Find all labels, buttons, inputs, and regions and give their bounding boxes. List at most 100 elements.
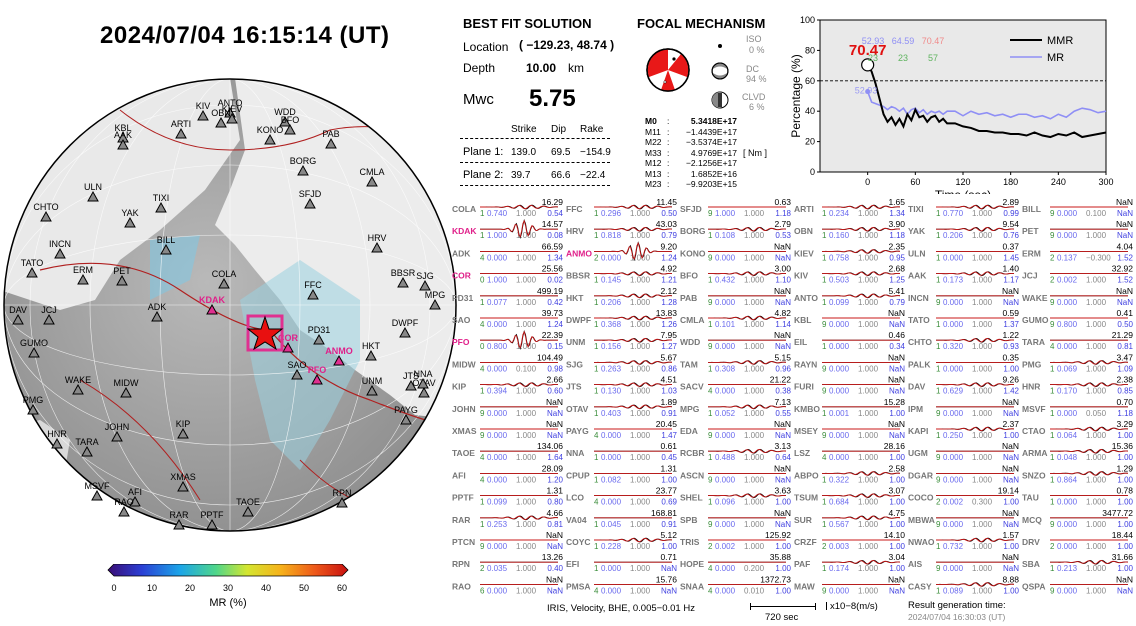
synthetic-waveform <box>935 204 1015 210</box>
trace-station-name: EFI <box>566 559 579 569</box>
trace-param-b: 0.000 <box>943 320 964 329</box>
station-label: PMG <box>23 395 44 405</box>
station-trace: SPB NaN 9 0.000 1.000 NaN <box>680 508 791 529</box>
trace-param-c: 1.000 <box>630 586 651 595</box>
trace-station-name: COYC <box>566 537 591 547</box>
trace-param-d: 0.45 <box>661 453 677 462</box>
trace-mr-value: 11.45 <box>656 197 677 207</box>
synthetic-waveform <box>479 515 559 520</box>
trace-param-c: 1.000 <box>972 320 993 329</box>
trace-param-a: 0 <box>480 342 485 351</box>
station-marker-icon <box>129 495 141 507</box>
trace-param-b: 0.000 <box>487 409 508 418</box>
trace-param-c: 1.000 <box>1086 298 1107 307</box>
station-label: DAV <box>9 305 27 315</box>
trace-mr-value: 0.35 <box>1002 352 1019 362</box>
trace-param-c: 1.000 <box>516 320 537 329</box>
trace-station-name: BBSR <box>566 271 590 281</box>
trace-param-d: NaN <box>889 387 905 396</box>
station-trace: TRIS 125.92 2 0.002 1.000 1.00 <box>680 530 792 551</box>
trace-param-c: 1.000 <box>972 342 993 351</box>
map-station: CHTO <box>33 202 59 222</box>
trace-param-a: 1 <box>1050 431 1055 440</box>
y-tick-label: 80 <box>805 45 815 55</box>
trace-param-d: 1.24 <box>547 320 563 329</box>
stats-bottom: 23 <box>898 53 908 63</box>
trace-param-c: 1.000 <box>744 276 765 285</box>
map-station: INCN <box>49 239 71 259</box>
tensor-key: M12 <box>645 158 662 168</box>
trace-param-c: 1.000 <box>972 453 993 462</box>
trace-mr-value: 7.95 <box>660 330 677 340</box>
synthetic-waveform <box>935 582 1015 587</box>
map-station: AAK <box>114 130 132 150</box>
trace-param-c: 1.000 <box>516 542 537 551</box>
tensor-sep: : <box>667 137 670 147</box>
trace-param-b: 0.800 <box>487 342 508 351</box>
trace-param-d: 1.00 <box>1003 586 1019 595</box>
trace-station-name: TAM <box>680 359 698 369</box>
trace-param-d: 0.08 <box>547 231 563 240</box>
map-station: NNA <box>413 369 433 389</box>
trace-mr-value: 1.57 <box>1002 530 1019 540</box>
trace-param-a: 1 <box>1050 564 1055 573</box>
trace-param-a: 9 <box>480 409 485 418</box>
station-marker-icon <box>120 386 132 398</box>
trace-station-name: KDAK <box>452 226 477 236</box>
trace-station-name: KAPI <box>908 426 928 436</box>
trace-mr-value: NaN <box>774 508 791 518</box>
trace-station-name: OTAV <box>566 404 589 414</box>
trace-param-c: 1.000 <box>516 276 537 285</box>
trace-station-name: PFO <box>452 337 470 347</box>
trace-param-b: 0.000 <box>715 342 736 351</box>
map-station: SAO <box>287 360 307 380</box>
station-marker-icon <box>215 116 227 128</box>
trace-param-d: 0.85 <box>1117 387 1133 396</box>
trace-param-c: 1.000 <box>744 364 765 373</box>
col-strike: Strike <box>511 124 537 135</box>
trace-param-d: NaN <box>1117 298 1133 307</box>
trace-param-a: 9 <box>1050 520 1055 529</box>
synthetic-waveform <box>935 338 1015 343</box>
trace-param-a: 4 <box>708 586 713 595</box>
trace-param-c: 1.000 <box>858 475 879 484</box>
station-marker-icon <box>12 313 24 325</box>
trace-param-d: NaN <box>889 586 905 595</box>
moment-tensor-table: M0: 5.3418E+17 M11: −1.4439E+17 M22: −3.5374E… <box>645 116 737 190</box>
station-trace: RCBR 3.13 1 0.488 1.000 0.64 <box>680 441 792 462</box>
station-label: JOHN <box>105 422 130 432</box>
trace-param-a: 4 <box>480 320 485 329</box>
trace-param-c: 1.000 <box>858 364 879 373</box>
station-label: GUMO <box>20 338 48 348</box>
trace-param-d: 1.42 <box>1003 387 1019 396</box>
station-trace: ABPO 2.58 1 0.322 1.000 1.00 <box>794 463 906 484</box>
trace-param-d: 0.40 <box>547 564 563 573</box>
trace-mr-value: NaN <box>888 375 905 385</box>
trace-mr-value: 35.88 <box>770 552 792 562</box>
station-trace: INCN NaN 9 0.000 1.000 NaN <box>908 286 1019 307</box>
tensor-row: M33: 4.9769E+17 <box>645 148 737 159</box>
trace-param-b: 0.567 <box>829 520 850 529</box>
trace-station-name: MIDW <box>452 359 477 369</box>
trace-param-a: 2 <box>1050 276 1055 285</box>
x-axis-label: Time (sec) <box>935 188 991 194</box>
trace-param-b: 0.173 <box>943 276 964 285</box>
trace-param-c: 1.000 <box>744 320 765 329</box>
station-label: NNA <box>413 369 432 379</box>
trace-mr-value: 3.63 <box>774 486 791 496</box>
station-marker-icon <box>173 518 185 530</box>
trace-param-b: 0.368 <box>601 320 622 329</box>
trace-param-c: 1.000 <box>630 409 651 418</box>
station-trace: PPTF 1.31 1 0.099 1.000 0.80 <box>452 486 564 507</box>
synthetic-waveform <box>935 271 1015 276</box>
trace-param-b: 0.296 <box>601 209 622 218</box>
station-marker-icon <box>43 313 55 325</box>
trace-param-a: 1 <box>1050 364 1055 373</box>
trace-param-c: 1.000 <box>1086 231 1107 240</box>
trace-param-d: 1.00 <box>889 453 905 462</box>
map-station: PAYG <box>394 405 418 425</box>
trace-param-b: 0.000 <box>1057 298 1078 307</box>
station-label: ANMO <box>325 346 353 356</box>
location-label: Location <box>463 40 509 54</box>
